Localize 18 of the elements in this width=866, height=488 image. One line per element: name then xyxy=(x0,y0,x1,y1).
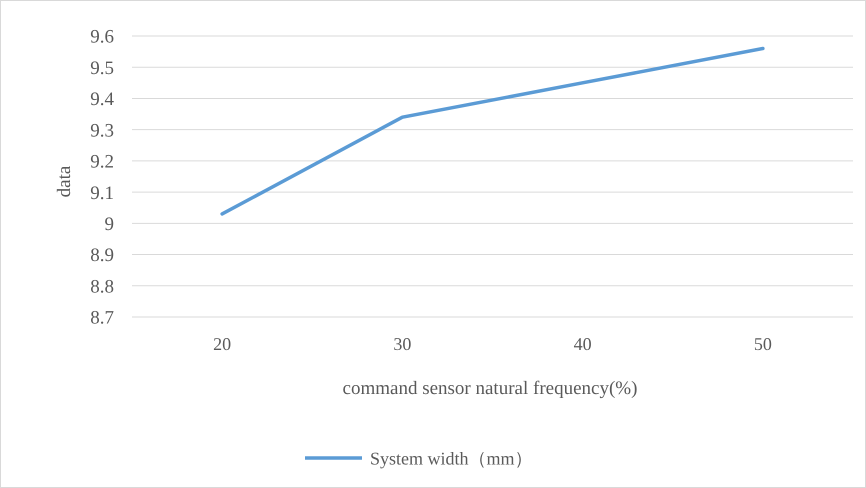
y-tick-label: 9.6 xyxy=(90,26,114,48)
x-tick-label: 40 xyxy=(574,334,592,354)
y-tick-label: 8.7 xyxy=(90,308,114,329)
line-series xyxy=(220,46,765,216)
x-tick-label: 50 xyxy=(754,334,772,354)
x-axis-title: command sensor natural frequency(%) xyxy=(342,378,638,399)
y-tick-label: 9.4 xyxy=(90,89,114,110)
x-tick-label: 30 xyxy=(393,334,412,354)
y-tick-label: 9 xyxy=(104,214,114,235)
y-tick-label: 9.3 xyxy=(90,120,114,142)
y-tick-label: 9.2 xyxy=(90,152,114,173)
y-axis-title: data xyxy=(54,165,75,198)
y-tick-label: 9.1 xyxy=(90,182,114,204)
legend-label: System width（mm） xyxy=(370,448,533,468)
y-tick-label: 8.8 xyxy=(90,276,114,298)
x-tick-label: 20 xyxy=(213,334,232,354)
y-tick-label: 9.5 xyxy=(90,58,114,79)
y-tick-label: 8.9 xyxy=(90,245,114,266)
